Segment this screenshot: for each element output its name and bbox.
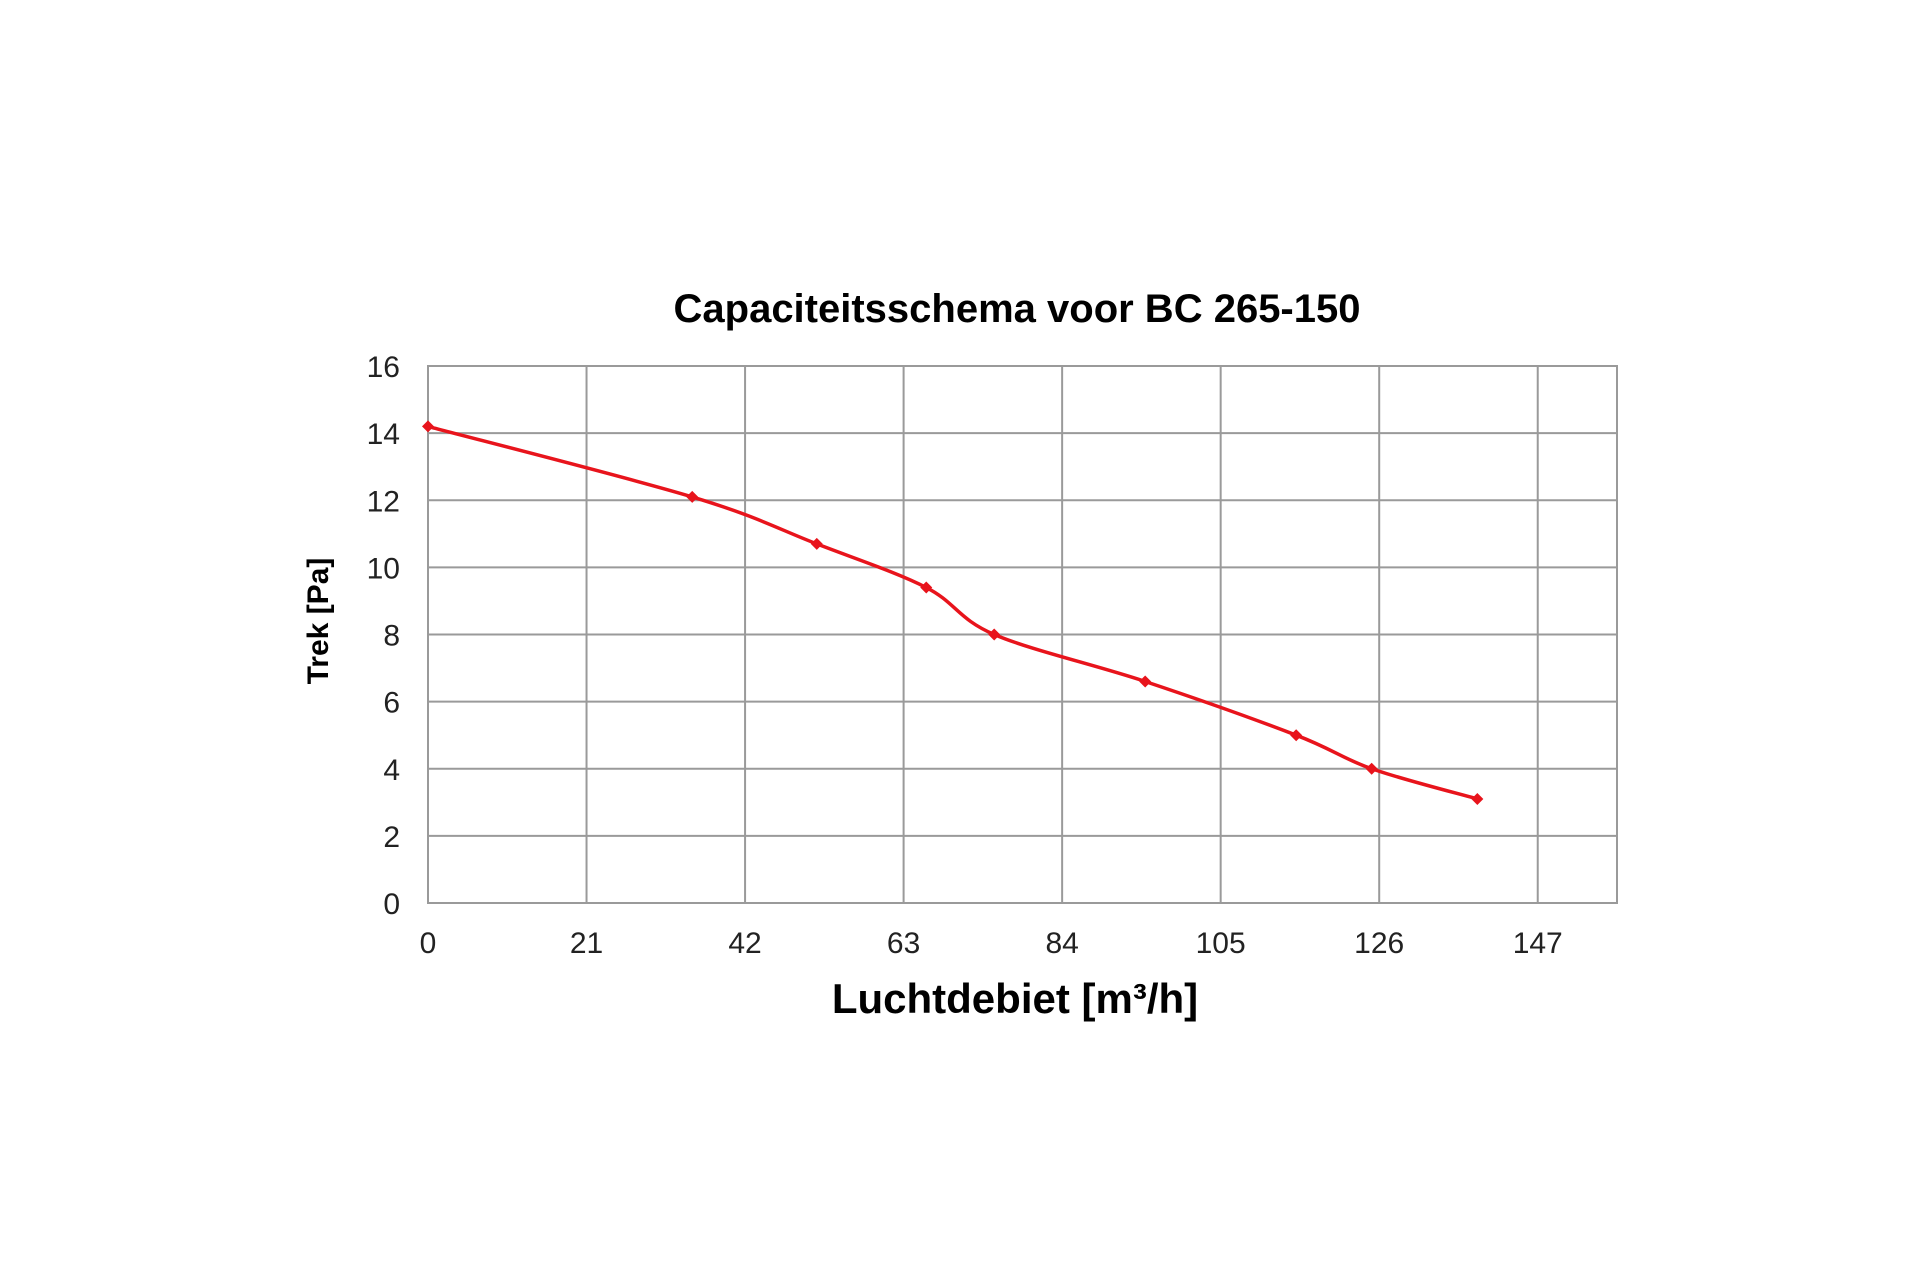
data-point [920,581,933,594]
chart-title: Capaciteitsschema voor BC 265-150 [674,287,1361,331]
x-tick-label: 21 [570,927,603,960]
x-tick-label: 84 [1045,927,1078,960]
y-tick-label: 4 [383,754,400,787]
y-tick-label: 2 [383,821,400,854]
plot-area-frame [427,365,1618,904]
data-point [1290,729,1303,742]
data-point [810,537,823,550]
data-point [988,628,1001,641]
x-axis-label: Luchtdebiet [m³/h] [832,975,1198,1022]
data-point [422,420,434,433]
y-tick-label: 14 [367,418,400,451]
y-axis-ticks: 0 2 4 6 8 10 12 14 16 [367,351,400,921]
x-tick-label: 42 [728,927,761,960]
data-point [1139,675,1152,688]
x-tick-label: 147 [1513,927,1563,960]
x-tick-label: 126 [1354,927,1404,960]
data-markers [422,420,1484,805]
x-tick-label: 0 [420,927,437,960]
y-tick-label: 12 [367,485,400,518]
series-line [426,424,1480,801]
data-point [1365,762,1378,775]
data-point [1471,792,1484,805]
x-tick-label: 105 [1196,927,1246,960]
x-tick-label: 63 [887,927,920,960]
y-tick-label: 10 [367,552,400,585]
y-axis-label: Trek [Pa] [302,558,335,685]
y-tick-label: 8 [383,620,400,653]
y-tick-label: 6 [383,687,400,720]
grid [427,365,1617,904]
y-tick-label: 0 [383,888,400,921]
y-tick-label: 16 [367,351,400,384]
data-point [686,490,699,503]
x-axis-ticks: 0 21 42 63 84 105 126 147 [420,927,1563,960]
